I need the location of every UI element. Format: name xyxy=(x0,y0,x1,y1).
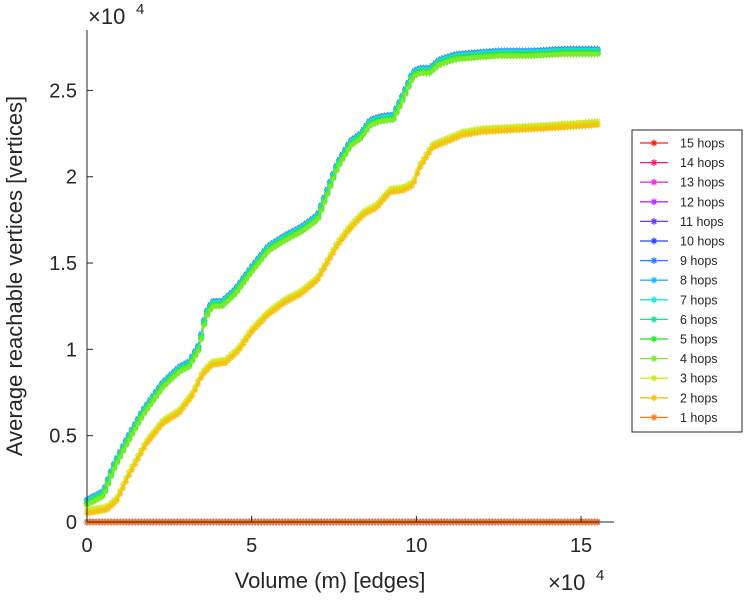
plot-lines xyxy=(83,45,601,526)
legend-swatch-marker xyxy=(650,237,658,245)
legend-swatch-marker xyxy=(650,198,658,206)
legend-label: 3 hops xyxy=(680,372,718,386)
legend-item: 7 hops xyxy=(640,293,718,307)
legend-swatch-marker xyxy=(650,394,658,402)
legend-swatch-marker xyxy=(650,374,658,382)
legend-swatch-marker xyxy=(650,316,658,323)
legend-label: 1 hops xyxy=(680,411,718,425)
ticks: 0 5 10 15 0 0.5 1 1.5 2 2.5 xyxy=(49,80,592,557)
legend-item: 9 hops xyxy=(640,254,718,268)
legend-label: 4 hops xyxy=(680,352,718,366)
x-multiplier-exponent: 4 xyxy=(596,567,604,584)
legend-swatch-marker xyxy=(650,355,658,362)
y-tick-label: 1 xyxy=(66,339,77,361)
x-tick-label: 15 xyxy=(570,535,592,557)
legend-item: 5 hops xyxy=(640,333,718,347)
legend-label: 9 hops xyxy=(680,254,718,268)
legend-item: 14 hops xyxy=(640,156,724,170)
y-multiplier: ×10 xyxy=(88,4,125,29)
legend-swatch-marker xyxy=(650,335,658,343)
legend-item: 2 hops xyxy=(640,391,718,405)
series-9-hops xyxy=(83,45,601,503)
legend-item: 12 hops xyxy=(640,195,724,209)
legend-swatch-marker xyxy=(650,276,658,284)
y-axis-label: Average reachable vertices [vertices] xyxy=(2,96,27,456)
series-markers xyxy=(83,50,601,508)
series-6-hops xyxy=(83,48,601,506)
legend-label: 10 hops xyxy=(680,235,724,249)
y-tick-label: 0 xyxy=(66,512,77,534)
x-tick-label: 10 xyxy=(405,535,427,557)
series-line xyxy=(86,49,598,501)
series-markers xyxy=(83,48,601,506)
series-markers xyxy=(83,50,601,508)
legend-item: 1 hops xyxy=(640,411,718,425)
y-tick-label: 0.5 xyxy=(49,426,77,448)
series-line xyxy=(86,51,598,504)
legend-item: 3 hops xyxy=(640,372,718,386)
legend-label: 15 hops xyxy=(680,137,724,151)
series-markers xyxy=(83,45,601,503)
series-line xyxy=(86,48,598,501)
y-tick-label: 1.5 xyxy=(49,253,77,275)
legend-label: 2 hops xyxy=(680,391,718,405)
series-2-hops xyxy=(83,121,601,517)
series-line xyxy=(86,53,598,506)
x-multiplier: ×10 xyxy=(548,570,585,595)
legend-label: 7 hops xyxy=(680,293,718,307)
legend-label: 11 hops xyxy=(680,215,724,229)
series-markers xyxy=(83,47,601,505)
legend-item: 4 hops xyxy=(640,352,718,366)
series-markers xyxy=(83,118,601,514)
series-7-hops xyxy=(83,47,601,505)
legend: 15 hops 14 hops 13 hops 12 hops 11 hops 10 ho… xyxy=(631,129,743,433)
legend-item: 15 hops xyxy=(640,137,724,151)
legend-label: 13 hops xyxy=(680,176,724,190)
series-5-hops xyxy=(83,50,601,508)
legend-item: 8 hops xyxy=(640,274,718,288)
legend-swatch-marker xyxy=(650,257,658,264)
series-3-hops xyxy=(83,118,601,514)
x-tick-label: 0 xyxy=(81,535,92,557)
x-axis-label: Volume (m) [edges] xyxy=(235,568,426,593)
legend-label: 12 hops xyxy=(680,195,724,209)
legend-swatch-marker xyxy=(650,159,658,166)
series-markers xyxy=(83,46,601,504)
series-line xyxy=(86,52,598,505)
y-tick-label: 2.5 xyxy=(49,80,77,102)
legend-label: 6 hops xyxy=(680,313,718,327)
series-4-hops xyxy=(83,50,601,508)
legend-swatch-marker xyxy=(650,414,658,421)
legend-swatch-marker xyxy=(650,296,658,304)
series-8-hops xyxy=(83,46,601,504)
series-markers xyxy=(83,121,601,517)
series-line xyxy=(86,124,598,514)
legend-swatch-marker xyxy=(650,139,658,147)
legend-swatch-marker xyxy=(650,218,658,225)
legend-label: 14 hops xyxy=(680,156,724,170)
y-multiplier-exponent: 4 xyxy=(136,1,144,18)
legend-swatch-marker xyxy=(650,178,658,186)
legend-item: 6 hops xyxy=(640,313,718,327)
legend-item: 13 hops xyxy=(640,176,724,190)
axes xyxy=(86,30,614,523)
x-tick-label: 5 xyxy=(246,535,257,557)
y-tick-label: 2 xyxy=(66,167,77,189)
legend-box xyxy=(631,129,743,433)
legend-item: 10 hops xyxy=(640,235,724,249)
legend-label: 8 hops xyxy=(680,274,718,288)
series-line xyxy=(86,50,598,502)
legend-item: 11 hops xyxy=(640,215,724,229)
legend-label: 5 hops xyxy=(680,333,718,347)
series-line xyxy=(86,120,598,511)
